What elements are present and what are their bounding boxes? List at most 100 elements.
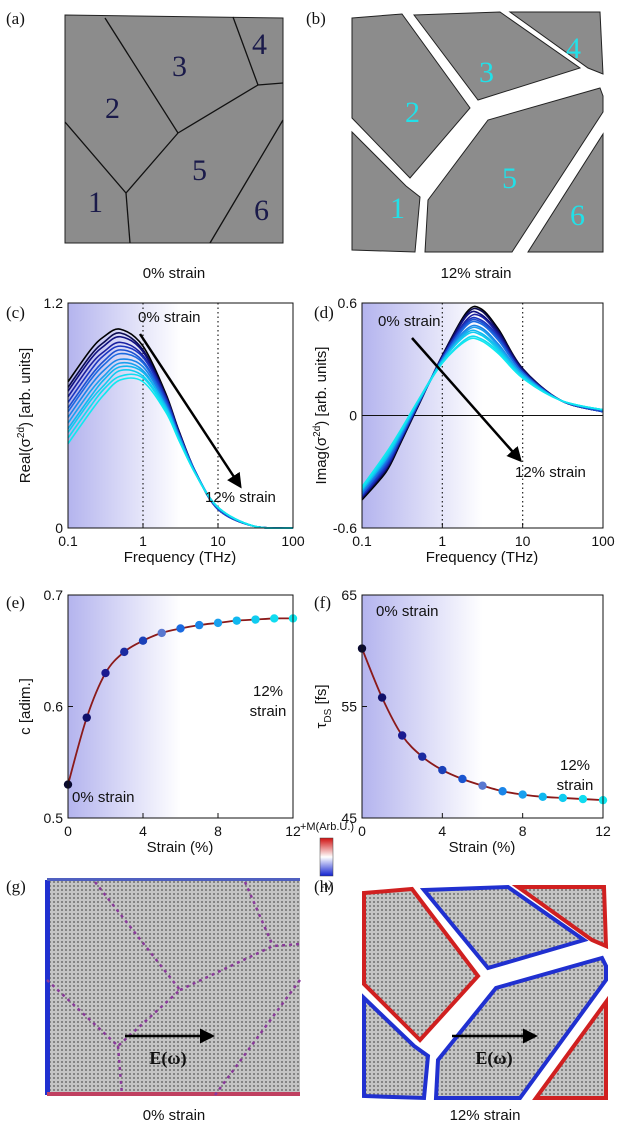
grain-region xyxy=(419,884,589,971)
marker xyxy=(82,713,91,722)
series-line xyxy=(361,320,604,495)
diagram-b: 1 2 3 4 5 6 12% strain xyxy=(351,11,604,282)
x-tick-label: 4 xyxy=(139,823,147,839)
x-tick-label: 0 xyxy=(358,823,366,839)
annotation: 0% strain xyxy=(378,313,441,330)
y-tick-label: 0.6 xyxy=(44,699,64,715)
grain-region xyxy=(433,955,608,1100)
region-label: 4 xyxy=(566,32,581,65)
boundary xyxy=(243,881,275,947)
map-h: E(ω) 12% strain xyxy=(362,884,609,1124)
grain-region xyxy=(511,885,609,950)
marker xyxy=(232,616,241,625)
marker xyxy=(578,794,588,804)
x-axis-label: Strain (%) xyxy=(147,839,214,856)
colorbar-label: +M(Arb.U.) xyxy=(300,821,354,833)
grain-region xyxy=(362,993,431,1101)
y-tick-label: 55 xyxy=(341,699,357,715)
panel-label: (a) xyxy=(6,9,25,28)
panel-labels: (a) (b) (c) (d) (e) (f) (g) (h) xyxy=(6,9,334,896)
grain-region xyxy=(527,132,604,253)
region-label: 2 xyxy=(105,92,120,125)
edge xyxy=(47,878,300,881)
annotation: strain xyxy=(557,777,594,794)
marker xyxy=(397,731,407,740)
marker xyxy=(498,787,507,796)
y-axis-label-part: [fs] xyxy=(313,684,330,708)
region-label: 3 xyxy=(479,56,494,89)
region-label: 2 xyxy=(405,96,420,129)
y-axis-label-part: τ xyxy=(313,723,330,729)
boundary xyxy=(116,1045,124,1096)
x-tick-label: 100 xyxy=(591,533,615,549)
panel-label: (d) xyxy=(314,303,334,322)
panel-label: (e) xyxy=(6,593,25,612)
annotation: 0% strain xyxy=(72,789,135,806)
chart: 0.1 1 10 100 0 1.2 Frequency (THz) Real(σ2d) [a… xyxy=(16,295,305,566)
map-g: E(ω) 0% strain xyxy=(45,878,302,1124)
caption: 0% strain xyxy=(143,265,206,282)
annotation: 12% strain xyxy=(205,489,276,506)
y-tick-label: 0.7 xyxy=(44,587,64,603)
y-tick-label: -0.6 xyxy=(333,520,357,536)
x-tick-label: 10 xyxy=(515,533,531,549)
series-line xyxy=(361,337,604,488)
x-tick-label: 4 xyxy=(438,823,446,839)
marker xyxy=(176,624,185,633)
region-label: 3 xyxy=(172,50,187,83)
boundary xyxy=(179,942,301,992)
grain-boundaries xyxy=(64,16,284,244)
caption: 0% strain xyxy=(143,1107,206,1124)
region-label: 5 xyxy=(502,162,517,195)
x-tick-label: 12 xyxy=(595,823,611,839)
shaded-region xyxy=(68,595,181,818)
field-label: E(ω) xyxy=(149,1048,186,1069)
x-tick-label: 0.1 xyxy=(352,533,372,549)
marker xyxy=(458,774,467,784)
x-axis-label: Frequency (THz) xyxy=(426,549,539,566)
region-label: 6 xyxy=(254,194,269,227)
grain-region xyxy=(351,130,421,253)
y-tick-label: 0 xyxy=(55,520,63,536)
caption: 12% strain xyxy=(450,1107,521,1124)
panel-label: (c) xyxy=(6,303,25,322)
colorbar: +M(Arb.U.) -M xyxy=(300,821,354,893)
annotation: 12% xyxy=(560,757,590,774)
lattice xyxy=(47,880,300,1095)
marker xyxy=(270,614,279,623)
x-tick-label: 12 xyxy=(285,823,301,839)
grain-region xyxy=(508,11,604,75)
plot-frame xyxy=(361,594,604,819)
grain-region xyxy=(413,11,582,101)
y-axis-label-part: c [adim.] xyxy=(17,678,34,735)
x-tick-label: 8 xyxy=(214,823,222,839)
marker xyxy=(478,781,487,790)
field-label: E(ω) xyxy=(475,1048,512,1069)
y-axis-label-part: ) [arb. units] xyxy=(17,348,34,427)
boundary xyxy=(125,192,131,244)
grain-region xyxy=(351,13,471,179)
region-label: 1 xyxy=(390,192,405,225)
region-label: 5 xyxy=(192,154,207,187)
x-tick-label: 0.1 xyxy=(58,533,78,549)
annotation: strain xyxy=(250,703,287,720)
annotation: 0% strain xyxy=(138,309,201,326)
y-tick-label: 1.2 xyxy=(44,295,64,311)
grain-region xyxy=(424,87,604,253)
x-tick-label: 100 xyxy=(281,533,305,549)
y-tick-label: 0.6 xyxy=(338,295,358,311)
grain-region xyxy=(362,886,481,1043)
y-tick-label: 0 xyxy=(349,408,357,424)
boundary xyxy=(213,979,302,1096)
marker xyxy=(418,752,427,761)
chart: 0 4 8 12 0.5 0.6 0.7 Strain (%) c [adim.] 12% stra… xyxy=(17,587,301,856)
region-label: 1 xyxy=(88,186,103,219)
edge xyxy=(45,880,50,1095)
y-axis-label: Real(σ2d) [arb. units] xyxy=(16,348,34,483)
shaded-region xyxy=(362,595,483,818)
marker xyxy=(138,636,148,645)
x-axis-label: Strain (%) xyxy=(449,839,516,856)
x-tick-label: 1 xyxy=(139,533,147,549)
y-tick-label: 0.5 xyxy=(44,810,64,826)
